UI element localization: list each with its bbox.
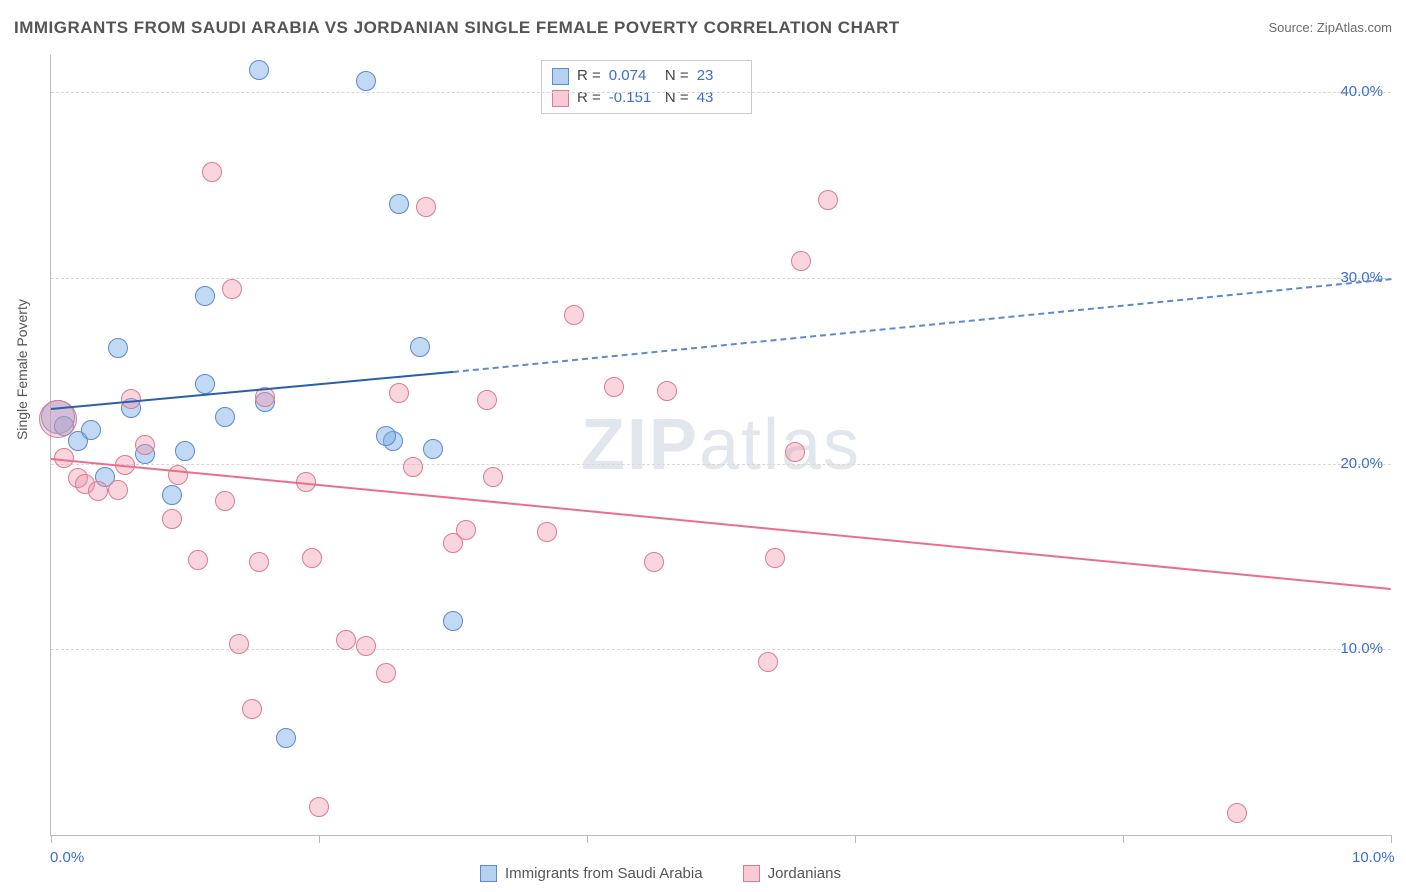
x-tick-label: 10.0% <box>1352 849 1395 866</box>
trend-line <box>51 458 1391 590</box>
data-point <box>564 305 584 325</box>
data-point <box>644 552 664 572</box>
legend-row: R = 0.074 N = 23 <box>552 65 741 87</box>
data-point <box>791 251 811 271</box>
data-point <box>188 550 208 570</box>
legend-label: Jordanians <box>768 865 841 882</box>
data-point <box>195 286 215 306</box>
data-point <box>376 426 396 446</box>
x-tick-label: 0.0% <box>50 849 84 866</box>
data-point <box>249 60 269 80</box>
x-tick <box>587 835 588 843</box>
data-point <box>416 197 436 217</box>
data-point <box>242 699 262 719</box>
trend-line <box>453 278 1391 373</box>
data-point <box>765 548 785 568</box>
data-point <box>604 377 624 397</box>
gridline <box>51 278 1391 279</box>
data-point <box>202 162 222 182</box>
data-point <box>195 374 215 394</box>
legend-swatch <box>552 68 569 85</box>
data-point <box>423 439 443 459</box>
plot-area: ZIPatlas R = 0.074 N = 23 R = -0.151 N = 43 1… <box>50 55 1391 836</box>
x-tick <box>319 835 320 843</box>
data-point <box>336 630 356 650</box>
data-point <box>81 420 101 440</box>
legend-row: R = -0.151 N = 43 <box>552 87 741 109</box>
data-point <box>403 457 423 477</box>
data-point <box>276 728 296 748</box>
x-tick <box>1391 835 1392 843</box>
data-point <box>477 390 497 410</box>
data-point <box>356 71 376 91</box>
y-tick-label: 20.0% <box>1340 455 1383 472</box>
legend-swatch <box>743 865 760 882</box>
data-point <box>443 611 463 631</box>
data-point <box>376 663 396 683</box>
data-point <box>309 797 329 817</box>
x-tick <box>51 835 52 843</box>
data-point <box>121 389 141 409</box>
stat-label: N = <box>661 65 689 87</box>
data-point <box>818 190 838 210</box>
series-legend: Immigrants from Saudi Arabia Jordanians <box>480 865 841 882</box>
data-point <box>215 407 235 427</box>
stat-label: R = <box>577 87 601 109</box>
legend-item: Immigrants from Saudi Arabia <box>480 865 703 882</box>
stat-value: -0.151 <box>609 87 653 109</box>
data-point <box>537 522 557 542</box>
data-point <box>389 383 409 403</box>
data-point <box>410 337 430 357</box>
data-point <box>249 552 269 572</box>
data-point <box>168 465 188 485</box>
data-point <box>175 441 195 461</box>
x-tick <box>1123 835 1124 843</box>
legend-item: Jordanians <box>743 865 841 882</box>
stat-value: 23 <box>697 65 741 87</box>
chart-title: IMMIGRANTS FROM SAUDI ARABIA VS JORDANIA… <box>14 18 900 38</box>
data-point <box>657 381 677 401</box>
gridline <box>51 649 1391 650</box>
data-point <box>229 634 249 654</box>
data-point <box>162 509 182 529</box>
data-point <box>108 480 128 500</box>
data-point <box>108 338 128 358</box>
data-point <box>302 548 322 568</box>
data-point <box>758 652 778 672</box>
data-point <box>222 279 242 299</box>
gridline <box>51 92 1391 93</box>
data-point <box>785 442 805 462</box>
x-tick <box>855 835 856 843</box>
data-point <box>135 435 155 455</box>
y-axis-title: Single Female Poverty <box>14 299 30 440</box>
data-point <box>1227 803 1247 823</box>
legend-label: Immigrants from Saudi Arabia <box>505 865 703 882</box>
stat-value: 43 <box>697 87 741 109</box>
data-point <box>215 491 235 511</box>
data-point <box>356 636 376 656</box>
data-point <box>456 520 476 540</box>
stat-value: 0.074 <box>609 65 653 87</box>
stat-label: R = <box>577 65 601 87</box>
correlation-legend: R = 0.074 N = 23 R = -0.151 N = 43 <box>541 60 752 114</box>
y-tick-label: 10.0% <box>1340 640 1383 657</box>
data-point <box>389 194 409 214</box>
watermark: ZIPatlas <box>581 404 861 486</box>
stat-label: N = <box>661 87 689 109</box>
data-point <box>483 467 503 487</box>
data-point <box>88 481 108 501</box>
data-point <box>162 485 182 505</box>
source-attribution: Source: ZipAtlas.com <box>1268 20 1392 35</box>
gridline <box>51 464 1391 465</box>
legend-swatch <box>480 865 497 882</box>
y-tick-label: 40.0% <box>1340 83 1383 100</box>
chart-container: IMMIGRANTS FROM SAUDI ARABIA VS JORDANIA… <box>0 0 1406 892</box>
